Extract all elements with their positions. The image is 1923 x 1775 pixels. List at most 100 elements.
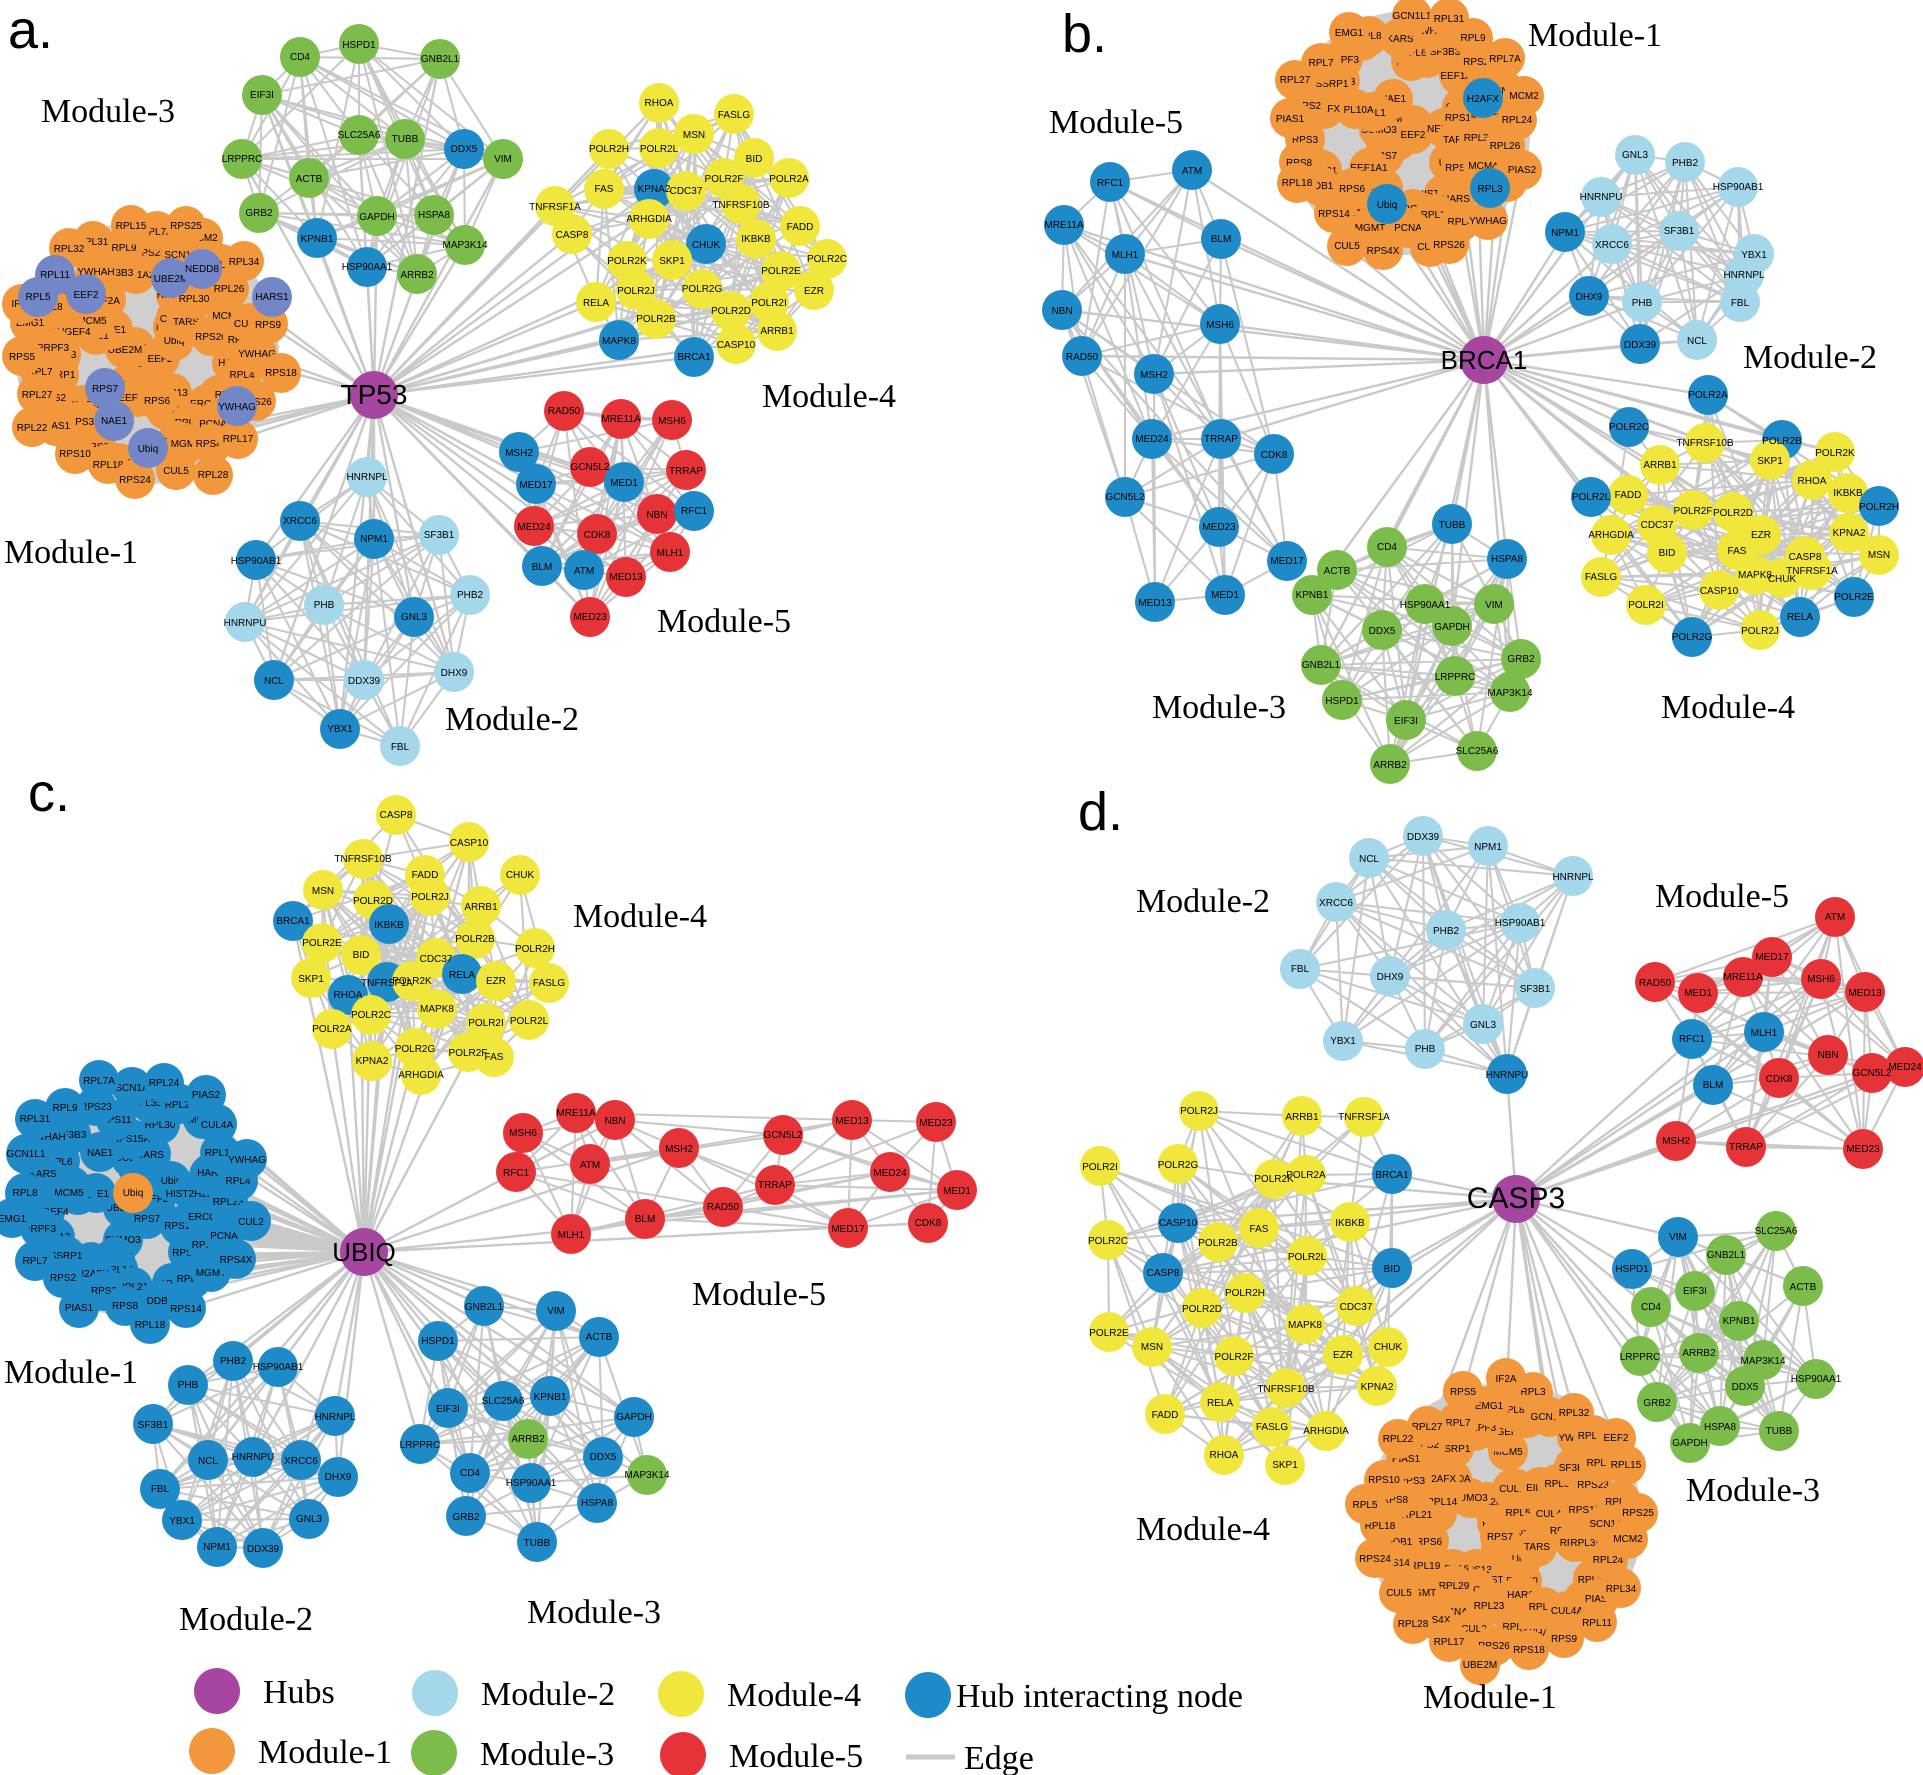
svg-text:CDK8: CDK8 xyxy=(584,530,611,541)
svg-text:RPL4: RPL4 xyxy=(225,1176,250,1187)
svg-text:RPS18: RPS18 xyxy=(1513,1645,1545,1656)
svg-text:NCL: NCL xyxy=(1687,336,1707,347)
svg-text:POLR2I: POLR2I xyxy=(1628,600,1664,611)
svg-text:CDC37: CDC37 xyxy=(420,954,453,965)
svg-text:RPL4: RPL4 xyxy=(1502,1622,1527,1633)
svg-text:MED24: MED24 xyxy=(873,1168,907,1179)
svg-text:POLR2E: POLR2E xyxy=(302,938,342,949)
svg-text:DDX39: DDX39 xyxy=(348,676,381,687)
svg-text:RPS15A: RPS15A xyxy=(112,1134,151,1145)
svg-text:MED17: MED17 xyxy=(1755,952,1789,963)
svg-text:POLR2C: POLR2C xyxy=(807,254,847,265)
svg-text:H2AFX: H2AFX xyxy=(1467,94,1500,105)
svg-text:MED17: MED17 xyxy=(1270,556,1304,567)
svg-text:CDC37: CDC37 xyxy=(1641,520,1674,531)
svg-text:RPS23: RPS23 xyxy=(1577,1480,1609,1491)
svg-text:RPL27: RPL27 xyxy=(22,390,53,401)
svg-text:CASP10: CASP10 xyxy=(1159,1218,1198,1229)
svg-text:RPL24: RPL24 xyxy=(1502,115,1533,126)
svg-text:GRB2: GRB2 xyxy=(1507,654,1535,665)
svg-text:POLR2B: POLR2B xyxy=(455,934,495,945)
svg-text:FAS: FAS xyxy=(485,1052,504,1063)
svg-text:MED24: MED24 xyxy=(1888,1062,1922,1073)
svg-text:ATM: ATM xyxy=(580,1160,600,1171)
svg-text:RPL11: RPL11 xyxy=(1582,1618,1612,1629)
svg-text:RPS6: RPS6 xyxy=(1416,1537,1443,1548)
svg-text:RPL35A: RPL35A xyxy=(131,1098,169,1109)
svg-text:HSP90AA1: HSP90AA1 xyxy=(1400,600,1451,611)
svg-text:IF2A: IF2A xyxy=(1495,1374,1516,1385)
svg-text:CHUK: CHUK xyxy=(1374,1342,1403,1353)
svg-text:PRPF3: PRPF3 xyxy=(1464,1423,1497,1434)
svg-text:RPS7: RPS7 xyxy=(134,1214,161,1225)
svg-text:CUL4A: CUL4A xyxy=(1551,1606,1584,1617)
svg-text:Module-5: Module-5 xyxy=(657,603,791,640)
svg-text:RPL31: RPL31 xyxy=(1434,14,1465,25)
svg-text:MSH2: MSH2 xyxy=(505,448,533,459)
svg-text:UBE2M: UBE2M xyxy=(1463,1660,1497,1671)
svg-text:TNFRSF10B: TNFRSF10B xyxy=(1676,438,1734,449)
svg-text:MGMT: MGMT xyxy=(1406,1588,1437,1599)
svg-text:RPL8: RPL8 xyxy=(1499,1405,1524,1416)
svg-text:CHUK: CHUK xyxy=(506,870,535,881)
svg-text:MLH1: MLH1 xyxy=(1112,250,1139,261)
svg-text:POLR2K: POLR2K xyxy=(607,256,647,267)
svg-text:ERCC4: ERCC4 xyxy=(188,1212,222,1223)
svg-text:CDC37: CDC37 xyxy=(1340,1302,1373,1313)
svg-text:POLR2F: POLR2F xyxy=(449,1048,488,1059)
svg-text:RFC1: RFC1 xyxy=(1097,178,1124,189)
svg-text:POLR2F: POLR2F xyxy=(1674,506,1713,517)
svg-text:HNRNPU: HNRNPU xyxy=(1486,1070,1529,1081)
svg-text:HIST2H2BE: HIST2H2BE xyxy=(166,1189,221,1200)
svg-text:RPS9: RPS9 xyxy=(255,320,282,331)
svg-text:RPL12: RPL12 xyxy=(1529,1602,1560,1613)
svg-text:RPL17: RPL17 xyxy=(223,434,254,445)
svg-text:SCN1A: SCN1A xyxy=(164,250,198,261)
svg-text:MAP3K14: MAP3K14 xyxy=(442,240,487,251)
svg-text:RPL29: RPL29 xyxy=(175,418,206,429)
svg-text:POLR2L: POLR2L xyxy=(1288,1252,1327,1263)
svg-text:POLR2L: POLR2L xyxy=(510,1016,549,1027)
svg-text:GCN1L1: GCN1L1 xyxy=(7,1149,46,1160)
svg-text:POLR2B: POLR2B xyxy=(1198,1238,1238,1249)
svg-text:MED23: MED23 xyxy=(919,1118,953,1129)
svg-text:Module-4: Module-4 xyxy=(573,898,707,935)
svg-text:DHX9: DHX9 xyxy=(1576,292,1603,303)
svg-text:HNRNPL: HNRNPL xyxy=(1552,872,1594,883)
svg-text:GAPDH: GAPDH xyxy=(359,212,395,223)
svg-text:EEF2: EEF2 xyxy=(143,1194,168,1205)
svg-text:SF3B3: SF3B3 xyxy=(1430,47,1461,58)
svg-text:POLR2L: POLR2L xyxy=(1572,492,1611,503)
svg-text:TARS: TARS xyxy=(138,1150,164,1161)
svg-text:RPL18: RPL18 xyxy=(1282,178,1313,189)
svg-text:XRCC6: XRCC6 xyxy=(283,516,317,527)
svg-text:GNB2L1: GNB2L1 xyxy=(421,54,460,65)
svg-text:DDB1: DDB1 xyxy=(1386,1537,1413,1548)
svg-text:DHX9: DHX9 xyxy=(1377,972,1404,983)
svg-text:RPL29: RPL29 xyxy=(1439,1581,1470,1592)
svg-text:RPL22: RPL22 xyxy=(1383,1434,1414,1445)
svg-text:PIAS2: PIAS2 xyxy=(192,1090,221,1101)
svg-text:Module-3: Module-3 xyxy=(41,93,175,130)
svg-text:DHX9: DHX9 xyxy=(441,668,468,679)
svg-text:NPM1: NPM1 xyxy=(203,1542,231,1553)
svg-text:Module-4: Module-4 xyxy=(1661,689,1795,726)
svg-text:PIAS1: PIAS1 xyxy=(1276,114,1305,125)
svg-text:MAPK8: MAPK8 xyxy=(602,336,636,347)
svg-text:MED24: MED24 xyxy=(1135,434,1169,445)
svg-text:RPL12: RPL12 xyxy=(205,1148,236,1159)
svg-text:DDX5: DDX5 xyxy=(1732,1382,1759,1393)
svg-text:MSH2: MSH2 xyxy=(1662,1136,1690,1147)
svg-text:RPL23: RPL23 xyxy=(1421,210,1452,221)
svg-text:RPL5: RPL5 xyxy=(1505,1508,1530,1519)
svg-text:YWHAH: YWHAH xyxy=(28,1132,65,1143)
svg-text:RPL8: RPL8 xyxy=(1356,31,1381,42)
svg-text:SKP1: SKP1 xyxy=(1272,1460,1298,1471)
svg-text:EMG1: EMG1 xyxy=(16,318,45,329)
svg-text:CDK8: CDK8 xyxy=(1261,450,1288,461)
svg-text:RPL23: RPL23 xyxy=(1474,1601,1505,1612)
svg-text:RPL18: RPL18 xyxy=(1365,1521,1396,1532)
svg-text:ARHGDIA: ARHGDIA xyxy=(1303,1426,1349,1437)
svg-text:HSP90AB1: HSP90AB1 xyxy=(1495,918,1546,929)
svg-text:CUL1: CUL1 xyxy=(1499,1484,1525,1495)
